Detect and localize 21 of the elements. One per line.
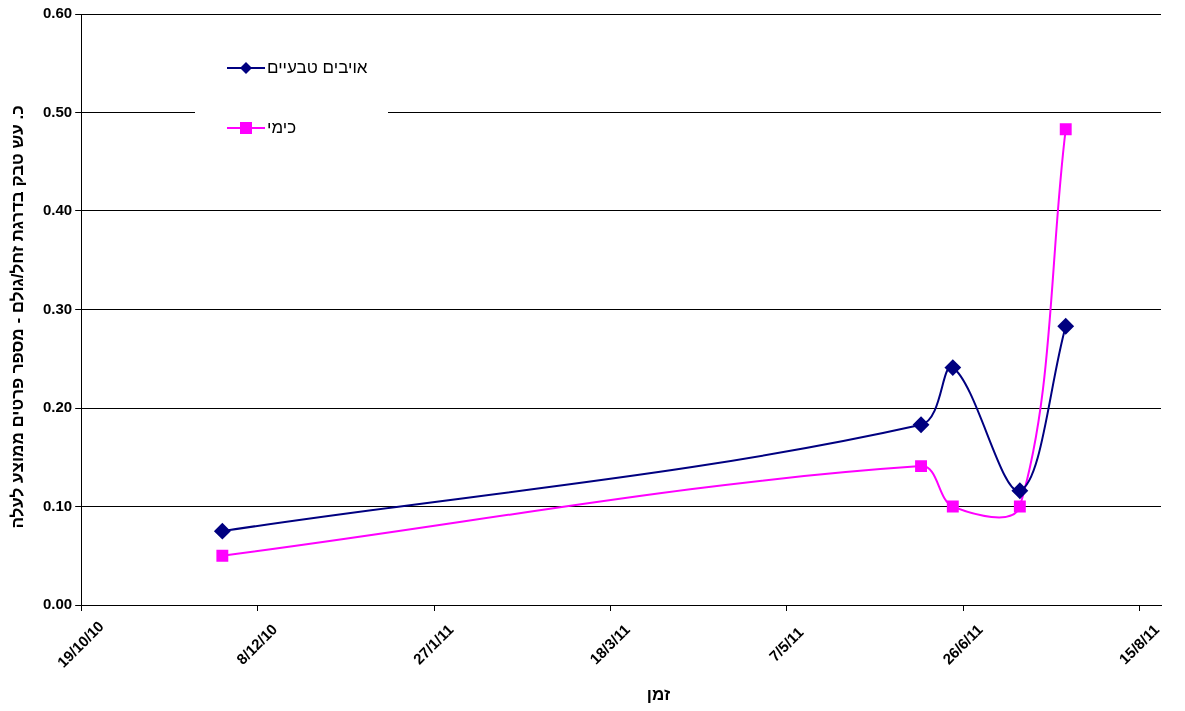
- y-tick-label: 0.30: [42, 299, 73, 317]
- point: [1057, 318, 1074, 335]
- point: [913, 416, 930, 433]
- point: [1059, 123, 1072, 136]
- legend-label: כימי: [267, 118, 297, 138]
- y-axis-title: כ. עש טבק בדרגת זחל/גולם - מספר פרטים ממוצע לעלה: [8, 104, 28, 531]
- y-tick-label: 0.00: [42, 595, 73, 613]
- point: [915, 460, 927, 473]
- y-tick-label: 0.40: [42, 201, 73, 219]
- x-axis-title: זמן: [645, 685, 672, 705]
- point: [1011, 482, 1028, 499]
- point: [946, 500, 959, 513]
- y-tick-label: 0.20: [42, 398, 73, 416]
- point: [214, 523, 231, 540]
- point: [216, 549, 229, 562]
- y-tick-label: 0.60: [42, 4, 73, 22]
- legend-label: אויבים טבעיים: [267, 58, 368, 78]
- y-tick-label: 0.50: [42, 102, 73, 120]
- y-tick-label: 0.10: [42, 496, 73, 514]
- point: [944, 359, 961, 376]
- point: [1013, 500, 1026, 513]
